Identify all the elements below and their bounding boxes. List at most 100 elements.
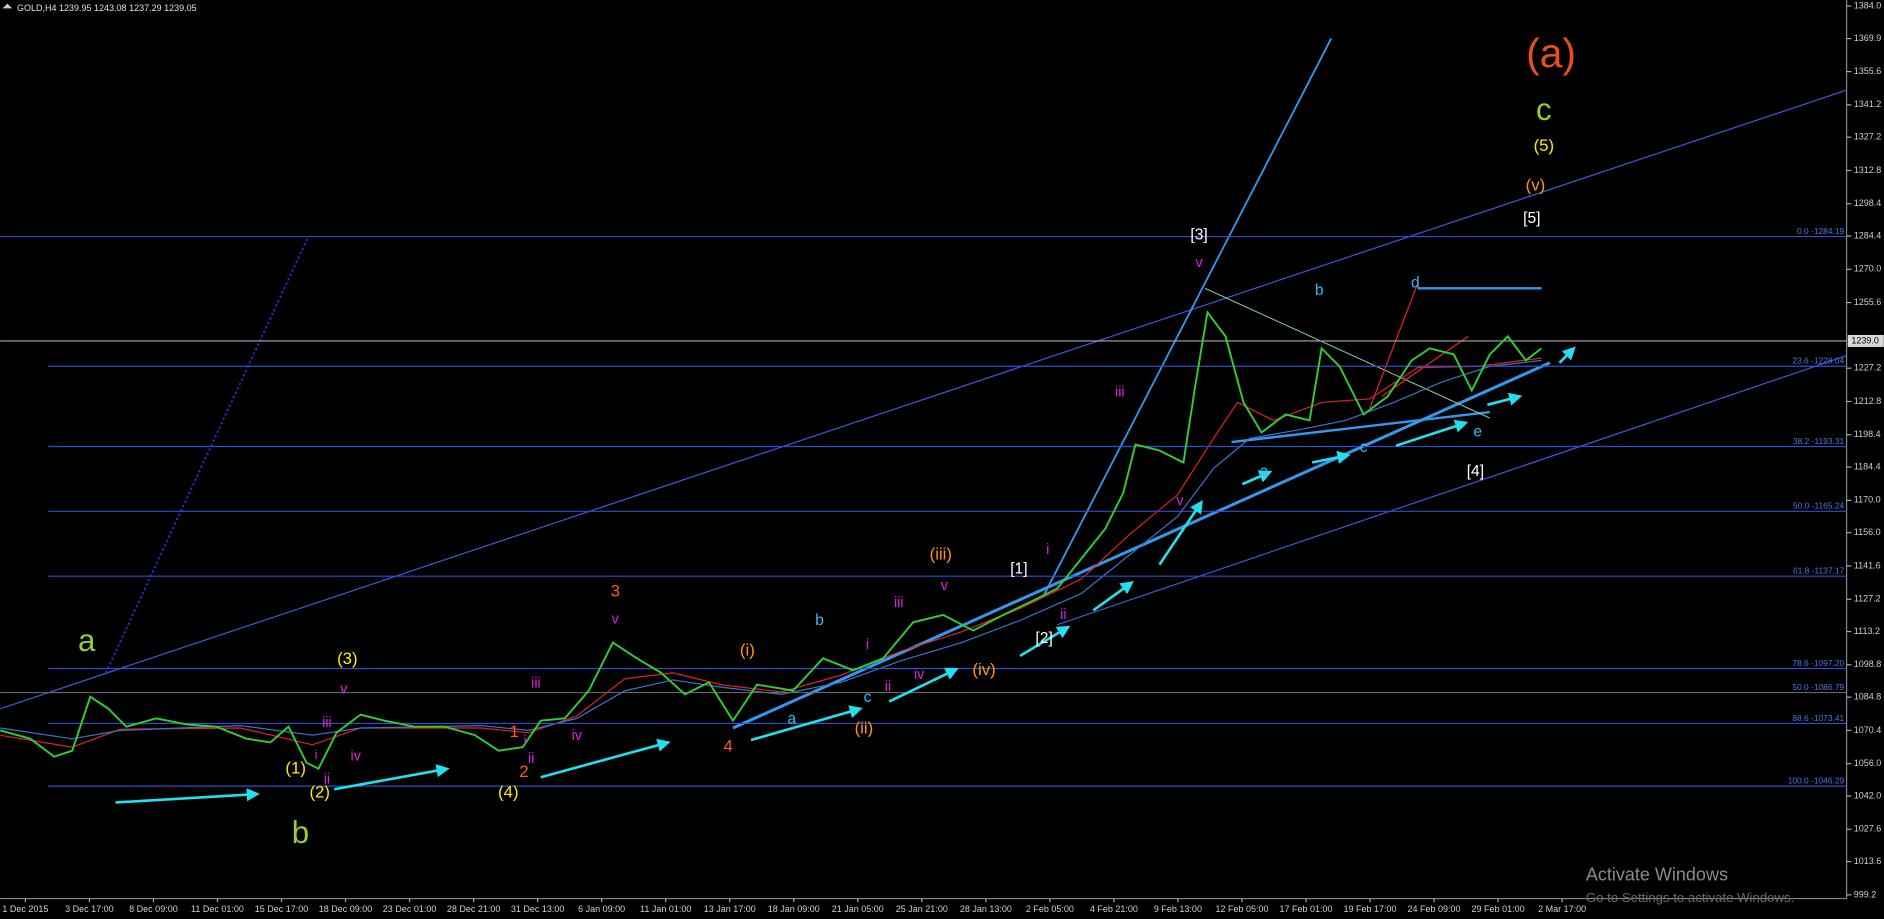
wave-arrow — [1019, 625, 1071, 658]
x-tick-label: 23 Dec 01:00 — [383, 904, 437, 914]
x-tick-label: 15 Dec 17:00 — [255, 904, 309, 914]
fib-label: 61.8 -1137.17 — [1793, 566, 1844, 576]
wave-label: (4) — [498, 782, 519, 801]
watermark-subtitle: Go to Settings to activate Windows. — [1586, 890, 1794, 905]
x-tick-label: 3 Dec 17:00 — [65, 904, 114, 914]
wave-label: ii — [324, 771, 330, 787]
x-tick-label: 31 Dec 13:00 — [511, 904, 565, 914]
y-tick-label: 1327.2 — [1854, 132, 1882, 142]
wave-label: (a) — [1526, 30, 1576, 76]
watermark-title: Activate Windows — [1586, 865, 1728, 885]
x-tick-label: 8 Dec 09:00 — [129, 904, 178, 914]
wave-label: (iv) — [972, 660, 995, 679]
wave-label: 3 — [611, 582, 620, 601]
fib-label: 50.0 -1165.24 — [1793, 501, 1844, 511]
wave-label: [3] — [1190, 227, 1207, 244]
wave-label: iii — [894, 595, 904, 611]
wave-label: (v) — [1526, 176, 1546, 195]
price-line — [0, 309, 1543, 771]
wave-label: (1) — [285, 758, 306, 777]
fib-label: 88.6 -1073.41 — [1792, 713, 1844, 723]
y-tick-label: 1212.8 — [1854, 396, 1882, 406]
wave-label: v — [612, 612, 620, 628]
x-tick-label: 28 Dec 21:00 — [447, 904, 501, 914]
wave-label: iii — [531, 675, 541, 691]
wave-label: iii — [322, 715, 332, 731]
y-tick-label: 1341.2 — [1854, 99, 1882, 109]
y-tick-label: 1198.4 — [1854, 429, 1881, 439]
x-tick-label: 6 Jan 09:00 — [578, 904, 625, 914]
wave-label: ii — [885, 679, 891, 695]
y-tick-label: 999.2 — [1854, 889, 1877, 899]
wave-label: v — [1176, 493, 1184, 509]
wave-label: e — [1473, 424, 1482, 441]
wave-label: a — [787, 711, 796, 728]
y-tick-label: 1384.0 — [1854, 0, 1882, 10]
wave-arrow — [1487, 392, 1523, 407]
wave-label: iv — [351, 749, 362, 765]
wave-label: [1] — [1010, 561, 1027, 578]
wave-label: i — [866, 637, 869, 653]
y-tick-label: 1369.9 — [1854, 33, 1882, 43]
wave-label: ii — [528, 751, 534, 767]
y-tick-label: 1042.0 — [1854, 790, 1882, 800]
x-tick-label: 1 Dec 2015 — [2, 904, 48, 914]
wave-label: (iii) — [930, 544, 952, 563]
wave-label: c — [1360, 439, 1368, 456]
x-tick-label: 9 Feb 13:00 — [1154, 904, 1202, 914]
wave-label: v — [340, 681, 348, 697]
x-tick-label: 24 Feb 09:00 — [1408, 904, 1461, 914]
wave-arrow — [1241, 470, 1273, 486]
current-price-box — [1847, 334, 1884, 347]
x-tick-label: 4 Feb 21:00 — [1090, 904, 1138, 914]
wave-label: v — [941, 578, 949, 594]
wave-label: d — [1411, 275, 1420, 292]
wave-label: i — [524, 734, 527, 750]
wave-label: iii — [1115, 385, 1125, 401]
wave-label: 1 — [510, 722, 519, 741]
y-tick-label: 1298.4 — [1854, 198, 1882, 208]
x-tick-label: 25 Jan 21:00 — [896, 904, 948, 914]
y-tick-label: 1070.4 — [1854, 725, 1882, 735]
wave-arrow — [1558, 346, 1576, 364]
x-tick-label: 28 Jan 13:00 — [960, 904, 1012, 914]
y-tick-label: 1270.0 — [1854, 264, 1882, 274]
wave-label: v — [1195, 255, 1203, 271]
fib-label: 100.0 -1046.29 — [1788, 776, 1845, 786]
wave-label: ii — [1060, 607, 1066, 623]
y-tick-label: 1355.6 — [1854, 66, 1882, 76]
y-tick-label: 1184.4 — [1854, 461, 1881, 471]
y-tick-label: 1084.8 — [1854, 692, 1882, 702]
wave-label: b — [815, 612, 824, 629]
y-tick-label: 1013.6 — [1854, 856, 1882, 866]
wave-label: c — [864, 689, 872, 706]
fib-label: 0.0 -1284.19 — [1797, 226, 1844, 236]
wave-label: i — [315, 747, 318, 762]
wave-arrow — [1158, 499, 1203, 566]
x-tick-label: 18 Dec 09:00 — [319, 904, 373, 914]
y-tick-label: 1127.2 — [1854, 594, 1881, 604]
wave-label: i — [1046, 542, 1049, 558]
wave-arrow — [333, 764, 450, 791]
y-tick-label: 1113.2 — [1854, 626, 1880, 636]
wave-label: (3) — [337, 649, 358, 668]
y-tick-label: 1170.0 — [1854, 495, 1881, 505]
symbol-header: GOLD,H4 1239.95 1243.08 1237.29 1239.05 — [17, 3, 197, 13]
x-tick-label: 2 Feb 05:00 — [1026, 904, 1074, 914]
wave-label: b — [1315, 282, 1324, 299]
x-tick-label: 13 Jan 17:00 — [704, 904, 756, 914]
wave-arrow — [750, 705, 863, 742]
wave-arrow — [1311, 450, 1351, 464]
wave-label: (i) — [740, 641, 755, 660]
wave-label: a — [1260, 463, 1269, 480]
wave-label: c — [1536, 92, 1552, 127]
y-tick-label: 1156.0 — [1854, 527, 1881, 537]
watermark: Activate Windows Go to Settings to activ… — [1586, 865, 1794, 906]
wave-label: (ii) — [855, 719, 874, 738]
y-tick-label: 1227.2 — [1854, 363, 1882, 373]
wave-arrow — [1395, 419, 1469, 447]
wave-label: b — [292, 815, 309, 850]
wave-label: 4 — [723, 737, 732, 756]
